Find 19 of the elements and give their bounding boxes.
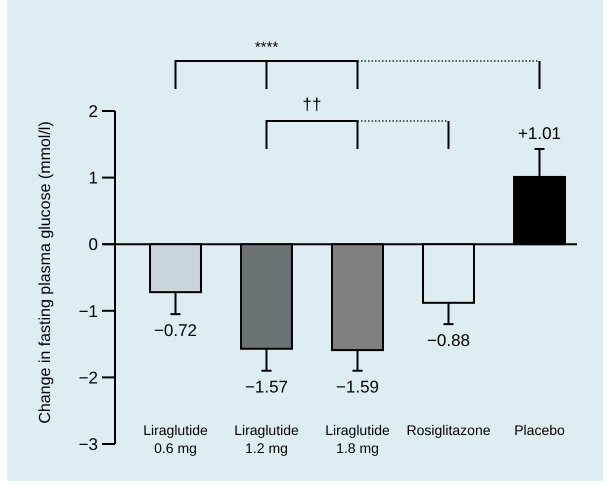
x-tick-label: Liraglutide 1.2 mg bbox=[234, 422, 300, 456]
text: **** bbox=[254, 39, 278, 56]
data-label: −0.72 bbox=[154, 321, 198, 340]
y-tick-label: 0 bbox=[88, 235, 98, 254]
y-tick-label: −2 bbox=[78, 368, 98, 388]
x-tick-label: Liraglutide 1.8 mg bbox=[325, 422, 390, 456]
annotation: †† bbox=[302, 95, 322, 114]
data-label: −0.88 bbox=[426, 331, 470, 350]
x-tick-label: Liraglutide 0.6 mg bbox=[143, 422, 208, 456]
y-tick-label: −1 bbox=[78, 302, 98, 321]
x-tick-label: Rosiglitazone bbox=[406, 422, 491, 438]
y-tick-label: 1 bbox=[88, 168, 98, 188]
x-tick-label: Placebo bbox=[514, 422, 566, 438]
data-label: −1.59 bbox=[336, 378, 380, 397]
y-axis-title: Change in fasting plasma glucose (mmol/l) bbox=[37, 121, 54, 424]
y-tick-label: 2 bbox=[88, 102, 98, 121]
data-label: −1.57 bbox=[244, 378, 288, 397]
data-label: +1.01 bbox=[518, 124, 562, 143]
y-tick-label: −3 bbox=[78, 435, 98, 454]
